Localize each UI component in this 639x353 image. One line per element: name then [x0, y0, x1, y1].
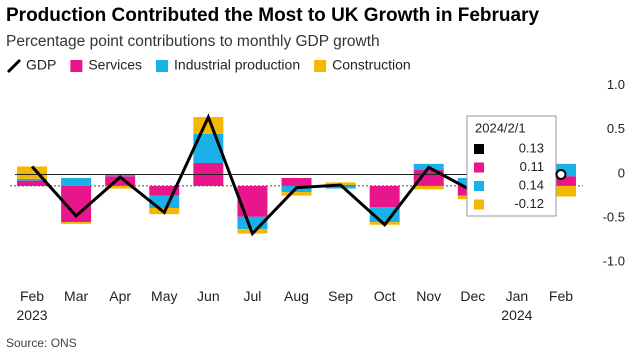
chart-title: Production Contributed the Most to UK Gr…: [6, 5, 539, 26]
legend-label: GDP: [26, 57, 56, 73]
hover-point: [555, 168, 567, 180]
bar: [413, 185, 444, 190]
legend-swatch: [314, 60, 327, 72]
x-tick-label: Sep: [328, 288, 353, 304]
y-tick-label: 1.0: [607, 77, 625, 92]
bar: [369, 185, 400, 208]
bar: [17, 178, 48, 181]
x-tick-label: May: [151, 288, 177, 304]
legend-label: Construction: [332, 57, 411, 73]
x-tick-label: Oct: [374, 288, 396, 304]
x-tick-label: Aug: [284, 288, 309, 304]
bar: [545, 176, 576, 186]
legend-label: Services: [88, 57, 142, 73]
tooltip-swatch: [474, 181, 484, 191]
tooltip-swatch: [474, 199, 484, 210]
bar: [281, 192, 312, 196]
bar: [105, 176, 136, 186]
x-tick-label: Jul: [243, 288, 261, 304]
bar: [61, 222, 92, 224]
bar: [281, 177, 312, 186]
y-tick-label: -1.0: [603, 254, 625, 269]
tooltip-swatch: [474, 162, 484, 173]
bar: [193, 117, 224, 134]
chart-subtitle: Percentage point contributions to monthl…: [6, 33, 380, 50]
x-tick-label: Jan 2024: [501, 288, 532, 323]
tooltip-value: 0.13: [519, 140, 544, 155]
source: Source: ONS: [6, 336, 77, 350]
legend-swatch: [70, 60, 83, 72]
x-tick-label: Nov: [416, 288, 441, 304]
legend-label: Industrial production: [174, 57, 300, 73]
tooltip-swatch: [474, 144, 484, 154]
bar: [61, 177, 92, 186]
x-tick-label: Mar: [64, 288, 88, 304]
bar: [237, 185, 268, 217]
x-tick-label: Feb: [549, 288, 573, 304]
x-tick-label: Feb 2023: [16, 288, 47, 323]
legend-swatch: [6, 58, 22, 74]
bar: [149, 185, 180, 196]
tooltip-value: 0.11: [520, 159, 544, 174]
legend-swatch: [156, 60, 169, 72]
y-tick-label: -0.5: [603, 209, 625, 224]
y-tick-label: 0: [618, 165, 625, 180]
tooltip-value: 0.14: [519, 177, 544, 192]
bar: [545, 185, 576, 197]
x-tick-label: Apr: [109, 288, 131, 304]
y-tick-label: 0.5: [607, 121, 625, 136]
bar: [149, 195, 180, 208]
x-tick-label: Dec: [460, 288, 485, 304]
x-tick-label: Jun: [197, 288, 220, 304]
tooltip-value: -0.12: [514, 196, 544, 211]
bar: [325, 185, 356, 189]
bar: [105, 185, 136, 189]
tooltip-title: 2024/2/1: [475, 120, 526, 135]
bar: [17, 180, 48, 186]
